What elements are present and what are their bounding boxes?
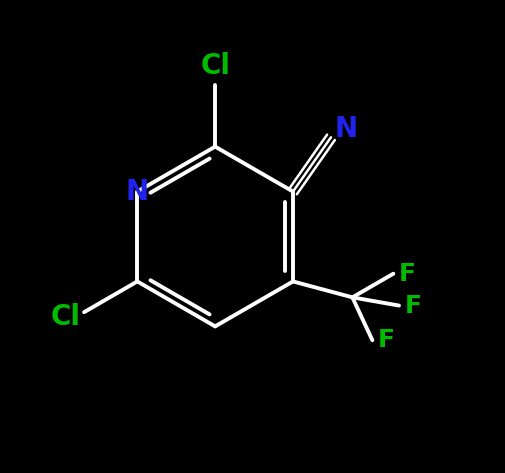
Text: Cl: Cl xyxy=(200,52,230,80)
Text: N: N xyxy=(334,115,357,143)
Text: F: F xyxy=(404,294,421,317)
Text: Cl: Cl xyxy=(51,303,81,331)
Text: F: F xyxy=(377,328,394,352)
Text: F: F xyxy=(398,262,415,286)
Text: N: N xyxy=(126,177,148,206)
